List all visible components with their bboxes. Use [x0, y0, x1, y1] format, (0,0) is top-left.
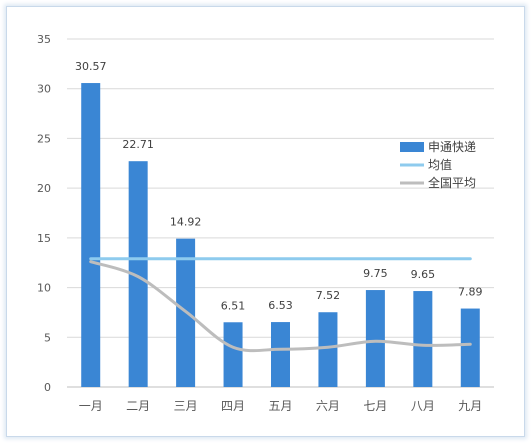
- x-tick-label: 九月: [458, 399, 482, 413]
- x-tick-label: 二月: [126, 399, 150, 413]
- y-axis-tick-labels: 0 5 10 15 20 25 30 35: [37, 33, 51, 394]
- y-tick-label: 20: [37, 182, 51, 195]
- x-tick-label: 八月: [411, 399, 435, 413]
- x-tick-label: 六月: [316, 399, 340, 413]
- bar: [271, 322, 290, 387]
- y-tick-label: 5: [44, 331, 51, 344]
- bar: [365, 290, 385, 387]
- y-tick-label: 0: [44, 381, 51, 394]
- x-tick-label: 四月: [221, 399, 245, 413]
- bar-data-label: 7.89: [458, 286, 483, 299]
- bar-data-label: 22.71: [122, 138, 154, 151]
- x-tick-label: 五月: [268, 399, 292, 413]
- legend-label: 均值: [428, 157, 452, 172]
- bar-data-label: 7.52: [316, 289, 341, 302]
- y-tick-label: 25: [37, 132, 51, 145]
- bar-data-label: 9.65: [411, 268, 436, 281]
- bar: [223, 322, 243, 387]
- x-tick-label: 一月: [79, 399, 103, 413]
- chart-svg: 0 5 10 15 20 25 30 35 30.57 22.71 14.92 6.51 6.53 7.…: [37, 33, 494, 413]
- bar-data-label: 6.51: [221, 299, 246, 312]
- bar-data-label: 14.92: [170, 216, 202, 229]
- y-tick-label: 10: [37, 282, 51, 295]
- y-tick-label: 35: [37, 33, 51, 46]
- x-axis-tick-labels: 一月 二月 三月 四月 五月 六月 七月 八月 九月: [79, 399, 483, 413]
- legend-label: 申通快递: [428, 140, 476, 154]
- bar: [81, 83, 101, 387]
- line-series: [89, 257, 472, 353]
- bar-data-label: 9.75: [363, 267, 388, 280]
- bar: [128, 161, 148, 387]
- line-series-national: [89, 260, 472, 353]
- bar-data-label: 6.53: [268, 299, 293, 312]
- bar-data-labels: 30.57 22.71 14.92 6.51 6.53 7.52 9.75 9.65 7.89: [75, 60, 483, 312]
- y-tick-label: 15: [37, 232, 51, 245]
- legend-swatch-bar: [400, 142, 424, 152]
- bar: [413, 291, 433, 387]
- chart-frame: 0 5 10 15 20 25 30 35 30.57 22.71 14.92 6.51 6.53 7.…: [6, 6, 525, 437]
- bar-series: [81, 83, 480, 387]
- bar: [318, 312, 338, 387]
- legend-label: 全国平均: [428, 175, 476, 190]
- bar: [460, 308, 480, 387]
- x-tick-label: 七月: [363, 399, 387, 413]
- x-tick-label: 三月: [174, 399, 198, 413]
- y-tick-label: 30: [37, 83, 51, 96]
- bar-data-label: 30.57: [75, 60, 107, 73]
